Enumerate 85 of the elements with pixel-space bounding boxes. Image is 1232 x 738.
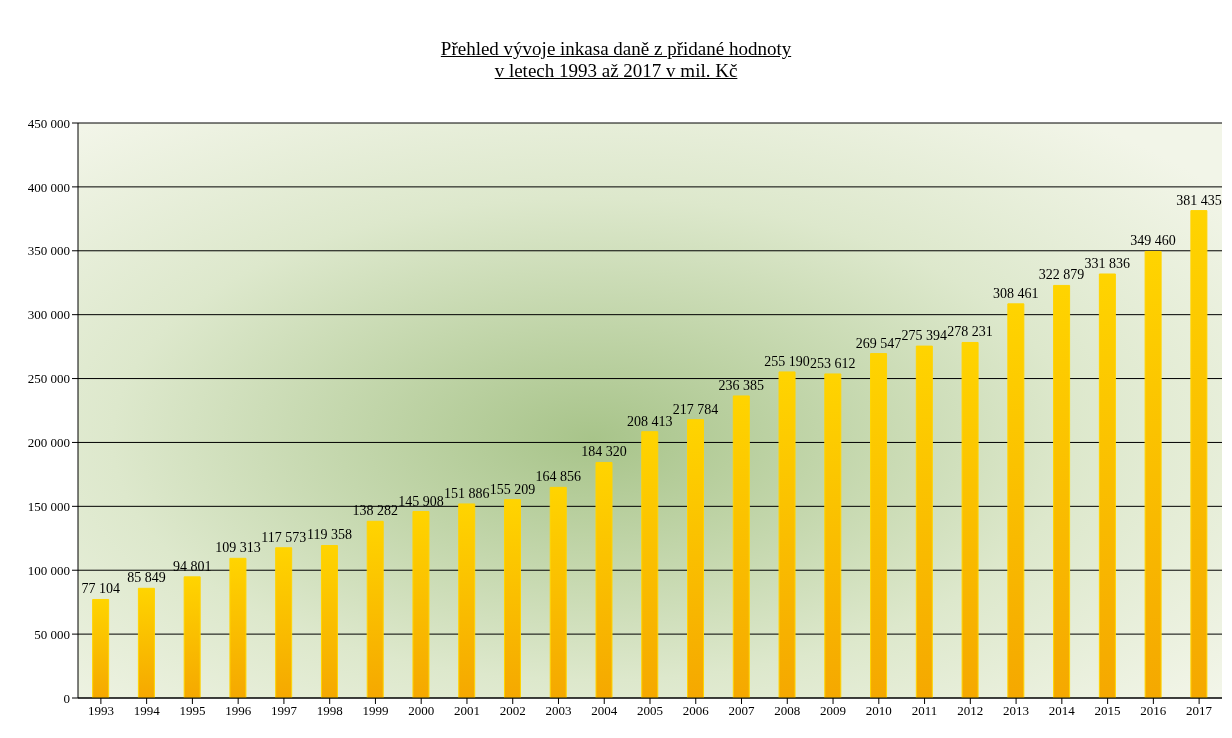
x-tick-label: 2001 [453,703,480,719]
x-tick-label: 2015 [1094,703,1121,719]
data-label: 322 879 [1038,267,1085,283]
x-tick-label: 2005 [637,703,663,719]
x-tick-label: 2006 [682,703,710,719]
y-tick-label: 400 000 [27,179,70,195]
data-label: 145 908 [398,493,444,509]
bar [641,431,659,698]
bar [320,544,338,698]
bar [1053,284,1071,698]
data-label: 77 104 [81,581,120,597]
data-label: 308 461 [993,285,1039,301]
bar [1144,250,1162,698]
data-label: 381 435 [1176,192,1222,208]
bar [366,520,384,698]
x-tick-label: 2016 [1140,703,1167,719]
x-tick-label: 2010 [865,703,892,719]
x-tick-label: 2004 [591,703,618,719]
data-label: 217 784 [672,401,719,417]
data-label: 184 320 [581,444,627,460]
y-tick-label: 450 000 [27,115,70,131]
data-label: 164 856 [535,469,581,485]
data-label: 119 358 [306,527,352,543]
x-tick-label: 1994 [133,703,161,719]
bar [275,547,293,698]
y-tick-label: 50 000 [34,626,70,642]
data-label: 109 313 [215,540,261,556]
bar [961,341,979,698]
bar [870,353,888,698]
x-tick-label: 1993 [87,703,114,719]
y-tick-label: 100 000 [27,562,70,578]
bar [1190,210,1208,698]
data-label: 117 573 [261,529,307,545]
x-tick-label: 1998 [316,703,343,719]
data-label: 278 231 [947,324,993,340]
x-tick-label: 1999 [362,703,389,719]
x-tick-label: 2007 [728,703,756,719]
data-label: 349 460 [1130,233,1176,249]
x-tick-label: 2017 [1186,703,1213,719]
y-tick-label: 350 000 [27,243,70,259]
data-label: 155 209 [489,481,536,497]
bar [412,511,430,698]
data-label: 85 849 [127,570,166,586]
y-tick-label: 200 000 [27,435,70,451]
bar [687,419,705,698]
data-label: 255 190 [764,353,810,369]
x-tick-label: 2003 [545,703,572,719]
bar [503,499,521,698]
x-tick-label: 2014 [1048,703,1076,719]
bar [915,345,933,698]
chart-title: Přehled vývoje inkasa daně z přidané hodnoty v letech 1993 až 2017 v mil. Kč [439,37,793,83]
y-tick-label: 0 [63,690,70,706]
bar [595,461,613,698]
bar [1098,273,1116,698]
bar [1007,303,1025,698]
bar [137,587,155,698]
x-tick-label: 1995 [179,703,206,719]
x-tick-label: 1997 [270,703,298,719]
x-tick-label: 1996 [225,703,252,719]
data-label: 331 836 [1084,255,1131,271]
bar [458,503,476,698]
data-label: 208 413 [627,413,673,429]
data-label: 151 886 [443,485,490,501]
bar [732,395,750,698]
x-tick-label: 2002 [499,703,526,719]
x-tick-label: 2009 [820,703,847,719]
data-label: 275 394 [901,328,948,344]
x-tick-label: 2011 [911,703,938,719]
x-tick-label: 2012 [957,703,984,719]
bar [183,576,201,698]
x-tick-label: 2013 [1003,703,1030,719]
y-tick-label: 150 000 [27,498,70,514]
data-label: 236 385 [718,377,765,393]
x-tick-label: 2000 [408,703,435,719]
bar [778,371,796,698]
bar [549,486,567,698]
bar [229,557,247,698]
data-label: 269 547 [855,335,902,351]
bar [92,598,110,698]
x-tick-label: 2008 [774,703,801,719]
y-tick-label: 300 000 [27,307,70,323]
y-tick-label: 250 000 [27,371,70,387]
bar [824,373,842,698]
data-label: 138 282 [352,503,398,519]
data-label: 253 612 [810,355,856,371]
